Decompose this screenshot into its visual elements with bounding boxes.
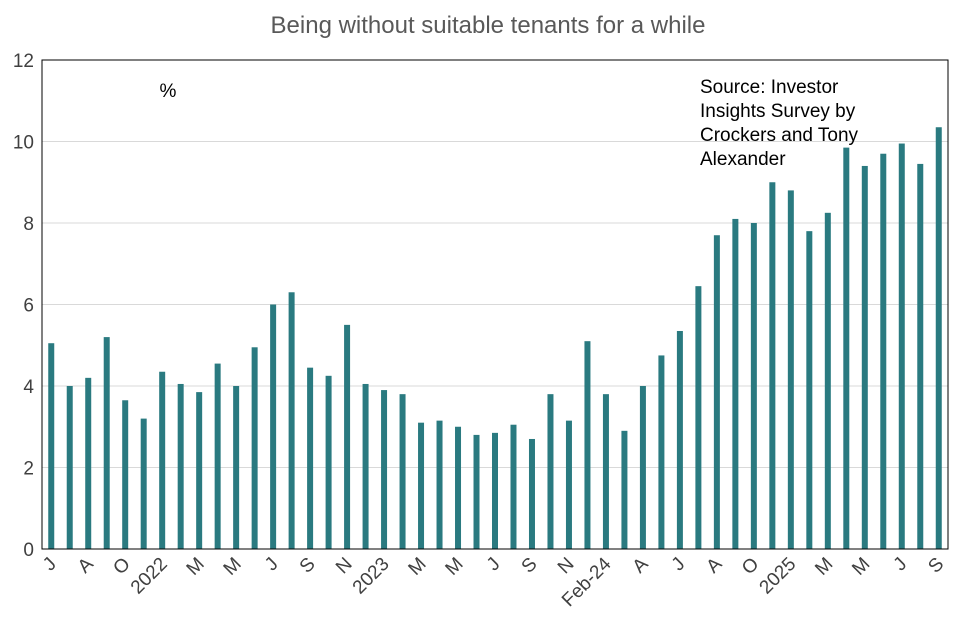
bar xyxy=(233,386,240,549)
x-tick-label: A xyxy=(74,553,98,577)
x-tick-label: J xyxy=(890,554,912,576)
x-tick-label: M xyxy=(183,554,209,580)
bar xyxy=(880,153,887,549)
x-tick-label: S xyxy=(518,554,542,578)
x-tick-label: J xyxy=(483,554,505,576)
bar xyxy=(639,386,646,549)
bar xyxy=(843,147,850,550)
bar xyxy=(602,394,609,549)
bar xyxy=(122,400,129,549)
bar xyxy=(806,231,813,549)
bar xyxy=(270,304,277,549)
bar xyxy=(935,127,942,550)
chart-title: Being without suitable tenants for a whi… xyxy=(271,12,706,39)
bar xyxy=(492,432,498,549)
bar xyxy=(159,371,166,549)
bar xyxy=(528,438,535,549)
x-tick-label: 2023 xyxy=(349,554,394,599)
bar xyxy=(750,223,757,549)
x-tick-label: N xyxy=(332,554,357,579)
x-tick-label: J xyxy=(261,554,283,576)
bar xyxy=(584,341,591,549)
bar xyxy=(510,424,517,549)
x-tick-label: O xyxy=(109,554,134,579)
bar xyxy=(695,286,702,549)
y-tick-label: 10 xyxy=(13,133,34,154)
bar xyxy=(455,426,462,549)
x-tick-label: A xyxy=(629,553,653,577)
y-tick-label: 8 xyxy=(23,214,34,235)
bar xyxy=(196,392,203,549)
x-tick-label: J xyxy=(668,554,690,576)
bar xyxy=(418,422,425,549)
bar xyxy=(713,235,720,549)
plot-frame xyxy=(41,59,949,550)
bar xyxy=(85,377,92,549)
x-tick-label: M xyxy=(811,554,837,580)
bar xyxy=(565,420,572,549)
bar xyxy=(103,337,110,549)
bar xyxy=(214,363,221,549)
bar xyxy=(898,143,905,549)
bar xyxy=(381,390,388,549)
y-tick-label: 12 xyxy=(13,51,34,72)
bar xyxy=(288,292,295,549)
bar xyxy=(917,163,924,549)
x-tick-label: N xyxy=(554,554,579,579)
unit-label: % xyxy=(160,81,177,102)
bar xyxy=(251,347,258,549)
x-tick-label: O xyxy=(738,554,763,579)
bar xyxy=(658,355,665,549)
bar xyxy=(861,165,868,549)
x-tick-label: 2022 xyxy=(127,554,172,599)
y-tick-label: 2 xyxy=(23,459,34,480)
bar xyxy=(344,324,351,549)
x-tick-label: M xyxy=(405,554,431,580)
bar xyxy=(787,190,794,549)
bar xyxy=(399,394,406,549)
x-tick-label: M xyxy=(442,554,468,580)
bar xyxy=(732,218,739,550)
source-note: Source: Investor Insights Survey by Croc… xyxy=(700,77,859,170)
bar xyxy=(362,383,369,549)
bar xyxy=(473,434,480,549)
y-tick-label: 6 xyxy=(23,296,34,317)
x-tick-label: J xyxy=(39,554,61,576)
bar xyxy=(436,420,443,549)
bar xyxy=(621,430,628,549)
y-tick-label: 4 xyxy=(23,377,34,398)
bar xyxy=(547,394,554,549)
x-tick-label: S xyxy=(924,554,948,578)
x-tick-label: S xyxy=(296,554,320,578)
x-tick-label: A xyxy=(703,553,727,577)
bar xyxy=(66,386,73,549)
bar xyxy=(177,383,184,549)
bar xyxy=(140,418,147,549)
bar xyxy=(769,182,776,549)
bar xyxy=(325,375,332,549)
bar xyxy=(307,367,314,549)
bar xyxy=(824,212,831,549)
bar xyxy=(676,330,683,549)
bar xyxy=(48,343,55,549)
x-tick-label: 2025 xyxy=(756,554,801,599)
x-tick-label: M xyxy=(848,554,874,580)
y-tick-label: 0 xyxy=(23,540,34,561)
x-tick-label: M xyxy=(220,554,246,580)
